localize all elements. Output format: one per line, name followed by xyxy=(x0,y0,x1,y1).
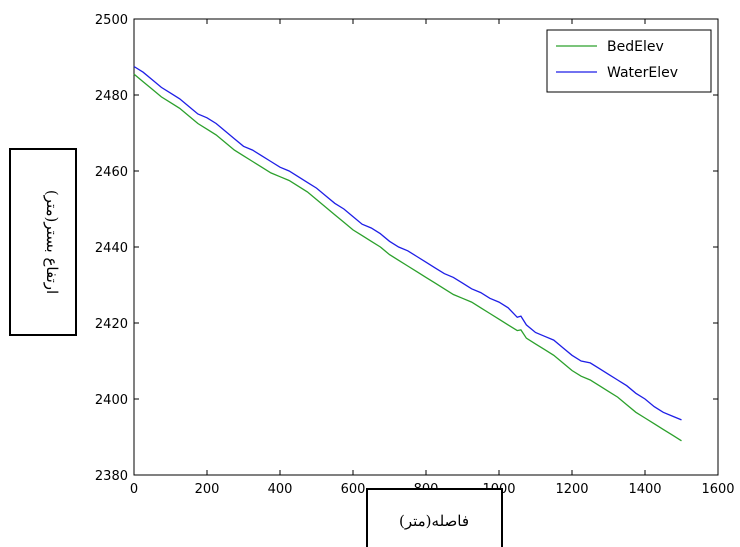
y-tick-label: 2400 xyxy=(95,393,128,408)
x-tick-label: 600 xyxy=(341,482,366,497)
y-tick-label: 2460 xyxy=(95,165,128,180)
y-axis-label: ارتفاع بستر(متر) xyxy=(43,190,61,294)
legend-label-bedelev: BedElev xyxy=(607,39,664,55)
legend: BedElev WaterElev xyxy=(546,29,712,93)
x-tick-label: 1200 xyxy=(555,482,588,497)
y-tick-label: 2420 xyxy=(95,317,128,332)
y-tick-label: 2380 xyxy=(95,469,128,484)
y-tick-label: 2480 xyxy=(95,89,128,104)
x-tick-label: 1400 xyxy=(628,482,661,497)
x-tick-label: 1600 xyxy=(701,482,734,497)
x-tick-label: 0 xyxy=(130,482,138,497)
series-line-bedelev xyxy=(133,73,682,442)
legend-label-waterelev: WaterElev xyxy=(607,65,678,81)
series-line-waterelev xyxy=(133,65,682,421)
x-tick-label: 200 xyxy=(195,482,220,497)
y-tick-label: 2440 xyxy=(95,241,128,256)
y-axis-label-box: ارتفاع بستر(متر) xyxy=(9,148,77,336)
x-tick-label: 400 xyxy=(268,482,293,497)
legend-box xyxy=(546,29,712,93)
x-axis-label-box: فاصله(متر) xyxy=(366,488,503,547)
y-tick-label: 2500 xyxy=(95,13,128,28)
series-layer xyxy=(133,65,682,442)
x-axis-label: فاصله(متر) xyxy=(399,512,469,530)
